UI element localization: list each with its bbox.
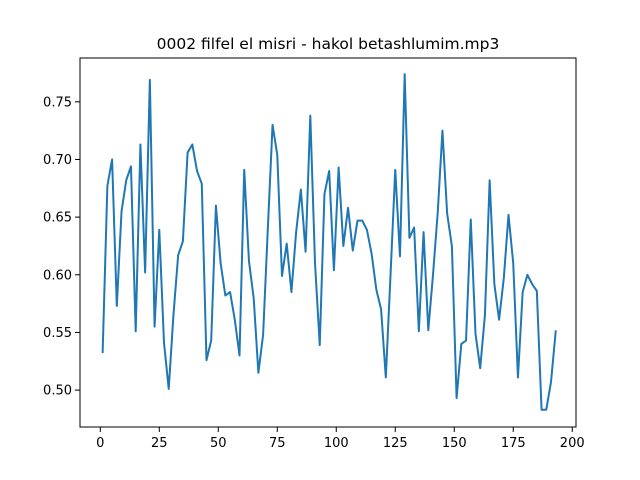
y-tick-label: 0.50 bbox=[43, 384, 72, 399]
y-tick-label: 0.55 bbox=[43, 326, 72, 341]
x-tick-label: 0 bbox=[96, 436, 104, 451]
series-layer bbox=[101, 73, 557, 411]
series-line-0 bbox=[101, 73, 557, 411]
y-axis: 0.50 0.55 0.60 0.65 0.70 0.75 bbox=[43, 95, 80, 399]
plot-area bbox=[80, 58, 576, 427]
y-tick-label: 0.60 bbox=[43, 268, 72, 283]
y-tick-label: 0.75 bbox=[43, 95, 72, 110]
x-tick-label: 50 bbox=[210, 436, 227, 451]
x-tick-label: 25 bbox=[151, 436, 168, 451]
x-axis: 0 25 50 75 100 125 150 175 200 bbox=[96, 427, 585, 451]
chart-title: 0002 filfel el misri - hakol betashlumim… bbox=[157, 35, 500, 53]
x-tick-label: 200 bbox=[560, 436, 585, 451]
plot-frame bbox=[79, 57, 577, 428]
x-tick-label: 125 bbox=[383, 436, 408, 451]
x-tick-label: 150 bbox=[442, 436, 467, 451]
y-tick-label: 0.70 bbox=[43, 153, 72, 168]
x-tick-label: 100 bbox=[324, 436, 349, 451]
x-tick-label: 175 bbox=[501, 436, 526, 451]
x-tick-label: 75 bbox=[269, 436, 286, 451]
y-tick-label: 0.65 bbox=[43, 211, 72, 226]
